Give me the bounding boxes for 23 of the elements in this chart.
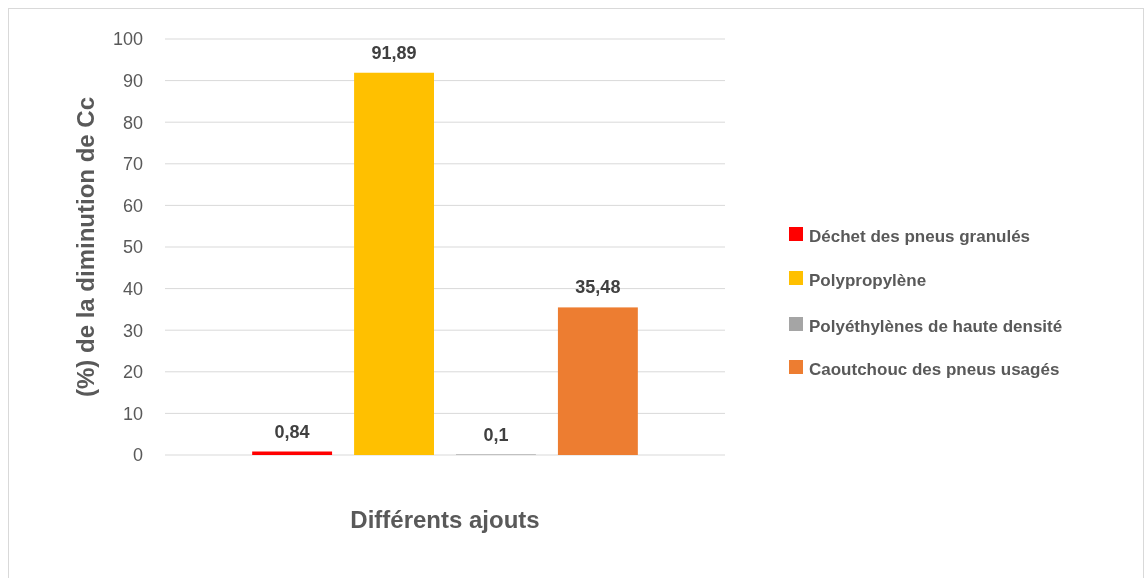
data-label: 0,84 (274, 421, 310, 442)
y-tick-label: 30 (122, 320, 143, 341)
y-tick-label: 40 (122, 278, 143, 299)
legend-label: Déchet des pneus granulés (809, 226, 1031, 246)
data-label: 0,1 (483, 424, 509, 445)
y-tick-label: 60 (122, 195, 143, 216)
bar (354, 72, 434, 455)
y-tick-label: 50 (122, 237, 143, 258)
y-tick-label: 90 (122, 70, 143, 91)
legend-label: Polyéthylènes de haute densité (809, 316, 1063, 336)
y-tick-label: 0 (132, 445, 143, 466)
data-label: 91,89 (371, 42, 417, 63)
legend-label: Caoutchouc des pneus usagés (809, 359, 1060, 379)
y-tick-label: 20 (122, 362, 143, 383)
y-tick-label: 100 (112, 29, 143, 50)
y-tick-label: 70 (122, 154, 143, 175)
y-tick-label: 10 (122, 403, 143, 424)
y-tick-label: 80 (122, 112, 143, 133)
legend-label: Polypropylène (809, 270, 927, 290)
y-axis-title: (%) de la diminution de Cc (72, 96, 100, 398)
x-axis-title: Différents ajouts (350, 506, 540, 534)
data-label: 35,48 (575, 277, 621, 298)
bar (557, 307, 638, 455)
